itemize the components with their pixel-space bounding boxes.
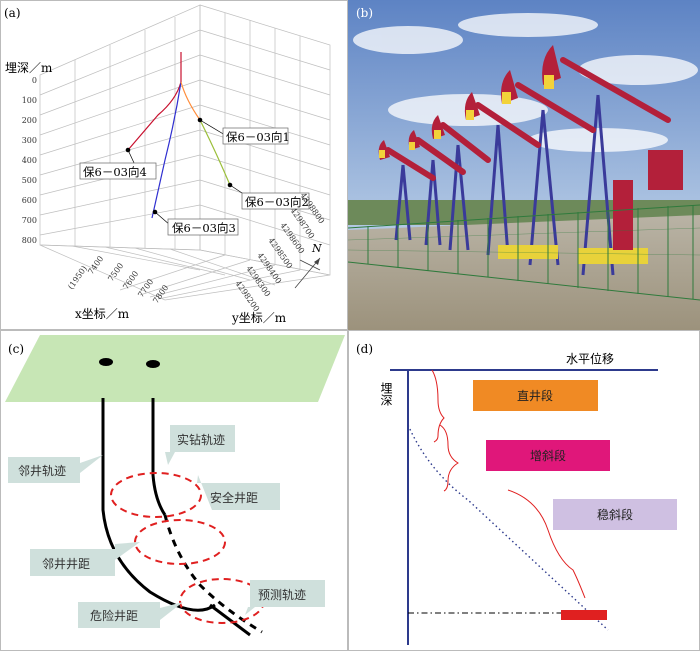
adjacent-well-trajectory <box>101 398 216 612</box>
callout-adjacent-spacing: 邻井井距 <box>42 557 90 571</box>
depth-label: 埋深 <box>379 382 393 406</box>
actual-trajectory <box>151 398 167 516</box>
pumpjacks <box>378 45 683 276</box>
callout-adjacent-trajectory: 邻井轨迹 <box>18 464 66 478</box>
x-axis-title: x坐标／m <box>75 307 130 321</box>
well-trajectories <box>125 52 246 226</box>
segment-braces <box>431 369 586 599</box>
horizontal-displacement-label: 水平位移 <box>566 351 614 366</box>
z-tick: 700 <box>22 216 37 225</box>
x-axis-prefix: (1950) <box>66 264 89 291</box>
spacing-schematic: 实钻轨迹 邻井轨迹 安全井距 邻井井距 预测轨迹 危险井距 <box>5 335 345 637</box>
panel-a-3d-trajectory: 保6－03向1 保6－03向2 保6－03向3 保6－03向4 0 100 20… <box>0 0 348 330</box>
segment-vertical-box <box>473 380 598 411</box>
z-tick: 200 <box>22 116 37 125</box>
z-tick: 0 <box>32 76 37 85</box>
z-tick: 300 <box>22 136 37 145</box>
callout-danger-spacing: 危险井距 <box>90 608 138 623</box>
trajectory-well-2 <box>199 119 231 186</box>
panel-c-spacing-schematic: 实钻轨迹 邻井轨迹 安全井距 邻井井距 预测轨迹 危险井距 (c) <box>0 330 348 651</box>
segment-build-box <box>486 440 610 471</box>
safe-spacing-ellipse <box>110 472 202 518</box>
panel-d-well-profile: 水平位移 埋深 直井段 增斜段 稳斜段 (d) <box>348 330 700 651</box>
y-axis-title: y坐标／m <box>231 311 287 325</box>
x-tick: 7400 <box>86 254 105 276</box>
trajectory-plot: 保6－03向1 保6－03向2 保6－03向3 保6－03向4 0 100 20… <box>5 4 331 325</box>
z-tick: 600 <box>22 196 37 205</box>
predicted-trajectory <box>163 514 263 634</box>
north-label: N <box>311 242 322 255</box>
well-label-4: 保6－03向4 <box>83 165 147 179</box>
z-tick: 400 <box>22 156 37 165</box>
pumpjack-photo <box>348 0 700 330</box>
z-tick: 500 <box>22 176 37 185</box>
well-labels: 保6－03向1 保6－03向2 保6－03向3 保6－03向4 <box>79 127 310 236</box>
panel-label: (c) <box>8 342 25 356</box>
x-tick: 7500 <box>106 261 125 283</box>
callout-predicted-trajectory: 预测轨迹 <box>258 588 306 602</box>
ground-plane <box>5 335 345 402</box>
fence <box>348 204 700 301</box>
callouts: 实钻轨迹 邻井轨迹 安全井距 邻井井距 预测轨迹 危险井距 <box>8 425 325 628</box>
callout-safe-spacing: 安全井距 <box>210 490 258 505</box>
z-axis-title: 埋深／m <box>5 61 53 75</box>
adjacent-well-trajectory-end <box>209 603 251 637</box>
panel-label: (a) <box>4 6 21 20</box>
trajectory-well-4 <box>127 81 182 151</box>
wellhead-icon <box>99 358 113 366</box>
segment-hold-box <box>553 499 677 530</box>
trajectory-well-1 <box>180 81 201 121</box>
target-marker <box>561 610 607 620</box>
z-axis-ticks: 0 100 200 300 400 500 600 700 800 <box>22 76 37 245</box>
well-label-3: 保6－03向3 <box>172 221 236 235</box>
x-tick: 7800 <box>151 283 170 305</box>
x-tick: 7700 <box>136 277 155 299</box>
well-profile: 水平位移 埋深 直井段 增斜段 稳斜段 <box>379 351 677 645</box>
segment-hold-label: 稳斜段 <box>597 507 633 522</box>
well-label-2: 保6－03向2 <box>245 195 309 209</box>
north-arrow-icon: N <box>294 242 322 289</box>
adjacent-spacing-ellipse <box>134 519 226 565</box>
z-tick: 100 <box>22 96 37 105</box>
panel-label: (b) <box>356 6 374 20</box>
wellhead-icon <box>146 360 160 368</box>
panel-b-pumpjack-photo: (b) <box>348 0 700 330</box>
panel-label: (d) <box>356 342 374 356</box>
segment-vertical-label: 直井段 <box>517 388 553 403</box>
trajectory-well-3 <box>151 81 182 219</box>
well-profile-trajectory <box>407 424 609 631</box>
segment-build-label: 增斜段 <box>530 448 566 463</box>
callout-actual-trajectory: 实钻轨迹 <box>177 432 225 447</box>
well-label-1: 保6－03向1 <box>226 130 290 144</box>
z-tick: 800 <box>22 236 37 245</box>
